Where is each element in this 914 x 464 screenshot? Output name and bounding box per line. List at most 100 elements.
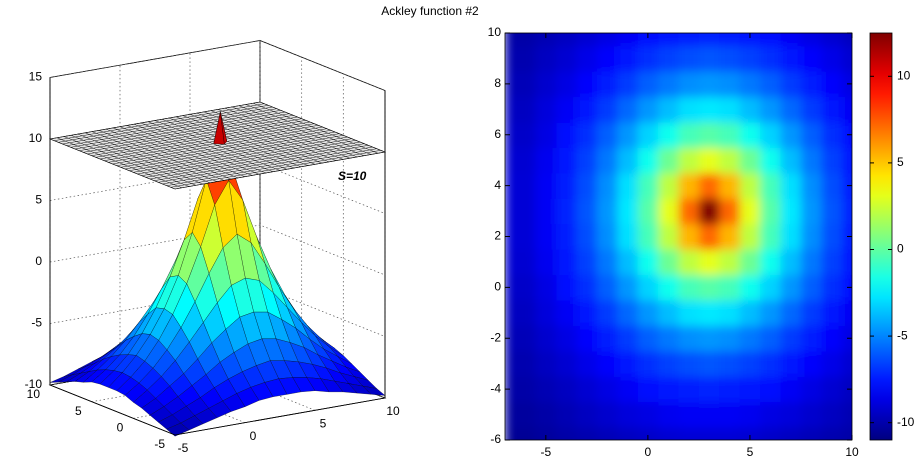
- heat-cell: [637, 300, 659, 327]
- heat-cell: [576, 172, 598, 199]
- heat-cell: [780, 249, 802, 276]
- heat-cell: [596, 350, 618, 377]
- heat-cell: [719, 71, 741, 98]
- heat-cell: [596, 401, 618, 428]
- heat-cell: [617, 172, 639, 199]
- heat-cell: [821, 376, 843, 403]
- heat-cell: [698, 45, 720, 72]
- heat-cell: [841, 45, 852, 72]
- heat-cell: [698, 249, 720, 276]
- heat-cell: [505, 401, 537, 428]
- plane-mesh: [238, 105, 365, 156]
- heat-cell: [576, 376, 598, 403]
- heat-cell: [617, 300, 639, 327]
- heat-cell: [719, 249, 741, 276]
- heat-cell: [556, 223, 577, 250]
- heat-cell: [780, 223, 802, 250]
- heat-cell: [576, 71, 598, 98]
- z-tick-label: -10: [25, 377, 43, 391]
- plane-mesh: [58, 105, 269, 143]
- heat-cell: [678, 300, 700, 327]
- heat-cell: [821, 401, 843, 428]
- heat-cell: [841, 350, 852, 377]
- heat-cell: [800, 33, 822, 47]
- heat-cell: [658, 274, 679, 301]
- heat-cell: [800, 300, 822, 327]
- heat-cell: [556, 147, 577, 174]
- heat-cell: [780, 300, 802, 327]
- x-tick-label: 0: [250, 429, 257, 443]
- heat-cell: [780, 325, 802, 352]
- heat-cell: [800, 147, 822, 174]
- heat-cell: [698, 33, 720, 47]
- colorbar-tick-label: 5: [897, 155, 904, 169]
- heat-cell: [678, 350, 700, 377]
- heat-cell: [739, 401, 761, 428]
- heat-cell: [780, 198, 802, 225]
- heat-cell: [556, 71, 577, 98]
- heat-cell: [617, 274, 639, 301]
- heat-cell: [617, 401, 639, 428]
- heat-cell: [739, 325, 761, 352]
- heat-cell: [637, 401, 659, 428]
- heat-cell: [556, 172, 577, 199]
- heat-cell: [678, 122, 700, 148]
- heat-cell: [678, 198, 700, 225]
- heat-cell: [821, 147, 843, 174]
- heat-cell: [719, 147, 741, 174]
- x-tick-label: 5: [320, 417, 327, 431]
- heat-cell: [596, 223, 618, 250]
- heat-cell: [637, 33, 659, 47]
- heat-cell: [637, 249, 659, 276]
- colorbar-tick-label: 0: [897, 242, 904, 256]
- heat-cell: [739, 427, 761, 440]
- heat-cell: [760, 376, 782, 403]
- heat-cell: [596, 300, 618, 327]
- heat-cell: [841, 249, 852, 276]
- heat-cell: [760, 325, 782, 352]
- plane-mesh: [245, 104, 372, 155]
- heatmap-area: [505, 33, 852, 440]
- z-tick-label: 15: [29, 70, 43, 84]
- heat-cell: [780, 427, 802, 440]
- heat-cell: [780, 71, 802, 98]
- heat-cell: [505, 96, 537, 123]
- x-tick-label: 10: [845, 445, 859, 459]
- heat-cell: [800, 198, 822, 225]
- heat-cell: [760, 401, 782, 428]
- heat-cell: [637, 376, 659, 403]
- z-tick-label: -5: [31, 316, 42, 330]
- heat-cell: [617, 198, 639, 225]
- heat-cell: [800, 401, 822, 428]
- heat-cell: [698, 427, 720, 440]
- heat-cell: [739, 45, 761, 72]
- plane-mesh: [259, 101, 386, 153]
- heat-cell: [658, 33, 679, 47]
- heat-cell: [576, 274, 598, 301]
- heat-cell: [800, 249, 822, 276]
- plane-mesh: [231, 106, 358, 158]
- heat-cell: [678, 376, 700, 403]
- heat-cell: [698, 223, 720, 250]
- heat-cell: [719, 300, 741, 327]
- heat-cell: [535, 376, 557, 403]
- heat-cell: [678, 33, 700, 47]
- z-tick-label: 5: [35, 193, 42, 207]
- heat-cell: [739, 350, 761, 377]
- y-tick-label: -5: [154, 437, 165, 451]
- y-tick-label: 10: [27, 387, 41, 401]
- heat-cell: [637, 198, 659, 225]
- heat-cell: [617, 376, 639, 403]
- y-tick-label: 10: [488, 25, 502, 39]
- heat-cell: [617, 249, 639, 276]
- heat-cell: [556, 96, 577, 123]
- heat-cell: [658, 172, 679, 199]
- heat-cell: [596, 274, 618, 301]
- heat-cell: [576, 45, 598, 72]
- heat-cell: [596, 198, 618, 225]
- heat-cell: [800, 350, 822, 377]
- heat-cell: [505, 427, 537, 440]
- heat-cell: [719, 401, 741, 428]
- y-tick-label: 8: [494, 76, 501, 90]
- heat-cell: [821, 223, 843, 250]
